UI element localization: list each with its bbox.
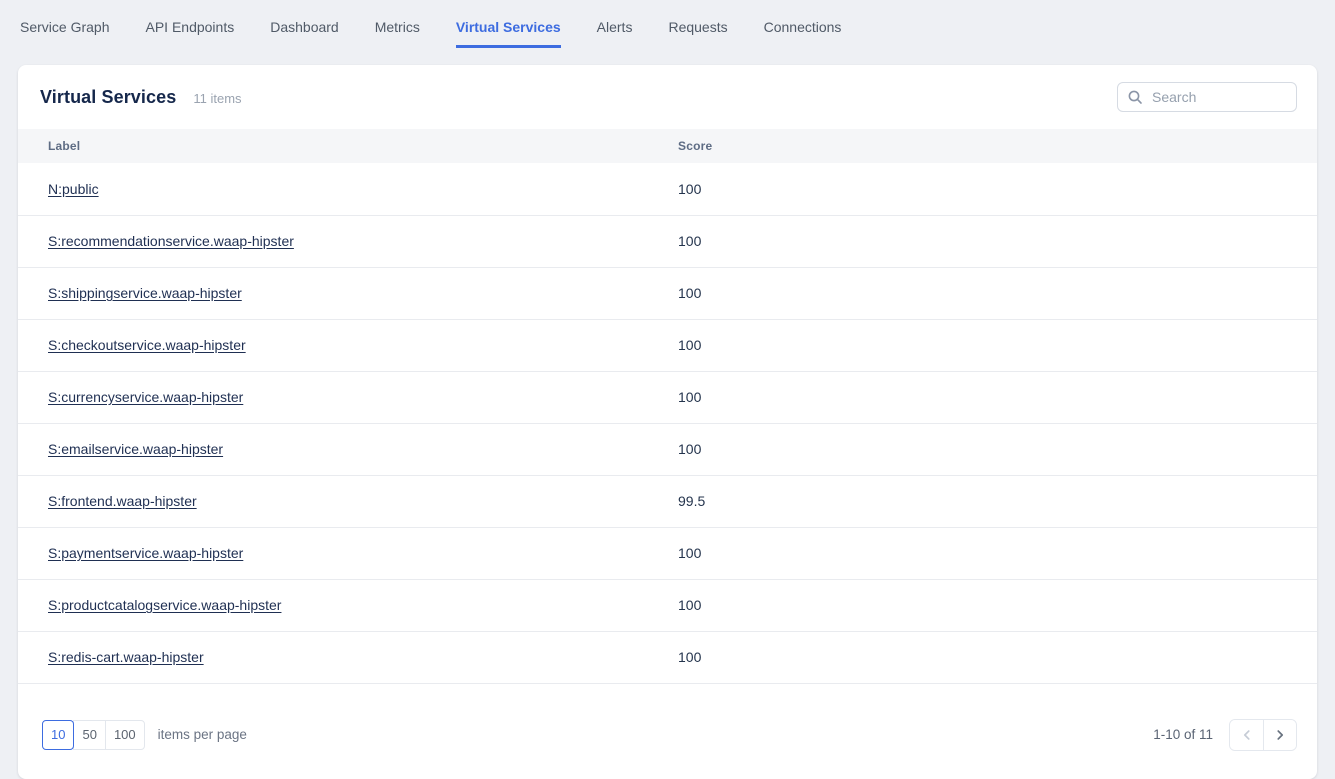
chevron-left-icon [1240,728,1254,742]
tab-metrics[interactable]: Metrics [374,19,420,35]
top-nav: Service Graph API Endpoints Dashboard Metri… [0,0,1335,48]
service-link[interactable]: S:paymentservice.waap-hipster [48,545,244,561]
service-link[interactable]: S:productcatalogservice.waap-hipster [48,597,282,613]
service-link[interactable]: S:frontend.waap-hipster [48,493,197,509]
tab-connections[interactable]: Connections [763,19,842,35]
pagination-range: 1-10 of 11 [1153,727,1213,742]
search-box [1117,82,1297,112]
previous-page-button[interactable] [1230,719,1263,750]
column-header-score: Score [678,129,1317,163]
page-size-selector: 10 50 100 [42,719,145,750]
score-value: 100 [678,215,1317,268]
virtual-services-panel: Virtual Services 11 items Label Score N:… [18,65,1317,779]
tab-dashboard[interactable]: Dashboard [270,19,339,35]
table-row: S:shippingservice.waap-hipster 100 [18,267,1317,320]
service-link[interactable]: S:shippingservice.waap-hipster [48,285,242,301]
items-count-badge: 11 items [193,91,242,106]
table-row: S:recommendationservice.waap-hipster 100 [18,215,1317,268]
pager-buttons [1229,718,1297,751]
score-value: 100 [678,267,1317,320]
score-value: 100 [678,579,1317,632]
services-table: Label Score N:public 100 S:recommendations… [18,129,1317,684]
score-value: 100 [678,319,1317,372]
table-row: S:checkoutservice.waap-hipster 100 [18,319,1317,372]
table-row: S:productcatalogservice.waap-hipster 100 [18,579,1317,632]
next-page-button[interactable] [1263,719,1296,750]
column-header-label: Label [18,129,678,163]
table-header: Label Score [18,129,1317,163]
table-row: S:currencyservice.waap-hipster 100 [18,371,1317,424]
service-link[interactable]: S:recommendationservice.waap-hipster [48,233,294,249]
chevron-right-icon [1273,728,1287,742]
table-row: S:redis-cart.waap-hipster 100 [18,631,1317,684]
table-row: N:public 100 [18,163,1317,216]
service-link[interactable]: S:redis-cart.waap-hipster [48,649,204,665]
tab-service-graph[interactable]: Service Graph [20,19,110,35]
page-title: Virtual Services [40,86,177,107]
page-size-50-button[interactable]: 50 [73,719,106,750]
table-row: S:paymentservice.waap-hipster 100 [18,527,1317,580]
service-link[interactable]: S:emailservice.waap-hipster [48,441,224,457]
table-row: S:frontend.waap-hipster 99.5 [18,475,1317,528]
tab-virtual-services[interactable]: Virtual Services [455,19,561,48]
service-link[interactable]: S:checkoutservice.waap-hipster [48,337,246,353]
tab-api-endpoints[interactable]: API Endpoints [145,19,235,35]
table-row: S:emailservice.waap-hipster 100 [18,423,1317,476]
panel-header: Virtual Services 11 items [18,65,1317,129]
score-value: 100 [678,163,1317,216]
score-value: 100 [678,371,1317,424]
score-value: 100 [678,631,1317,684]
service-link[interactable]: N:public [48,180,99,197]
tab-alerts[interactable]: Alerts [596,19,633,35]
score-value: 99.5 [678,475,1317,528]
score-value: 100 [678,423,1317,476]
items-per-page-label: items per page [157,727,247,742]
score-value: 100 [678,527,1317,580]
page-size-10-button[interactable]: 10 [42,719,75,750]
pagination-bar: 10 50 100 items per page 1-10 of 11 [18,684,1317,751]
service-link[interactable]: S:currencyservice.waap-hipster [48,389,244,405]
page-size-100-button[interactable]: 100 [104,719,145,750]
search-input[interactable] [1117,82,1297,112]
tab-requests[interactable]: Requests [668,19,728,35]
